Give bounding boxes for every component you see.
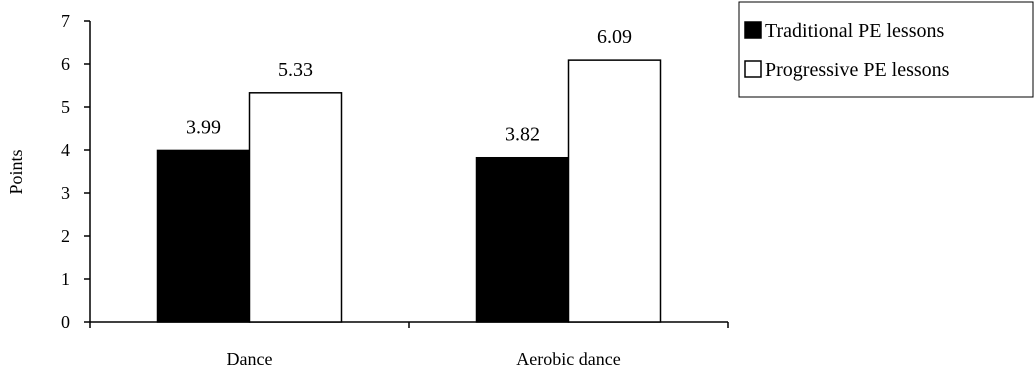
y-axis-title: Points — [6, 149, 26, 194]
y-tick-label: 1 — [61, 269, 70, 289]
legend-swatch — [744, 60, 762, 78]
category-label: Dance — [227, 349, 273, 369]
data-label: 3.99 — [186, 116, 221, 138]
data-label: 6.09 — [597, 26, 632, 48]
bars — [156, 59, 662, 323]
category-label: Aerobic dance — [516, 349, 620, 369]
category-labels: Dance Aerobic dance — [227, 349, 621, 369]
bar-progressive-0 — [248, 92, 343, 323]
data-label: 3.82 — [505, 124, 540, 146]
data-label: 5.33 — [278, 59, 313, 81]
y-tick-label: 5 — [61, 97, 70, 117]
y-tick-label: 0 — [61, 312, 70, 332]
y-tick-label: 4 — [61, 140, 70, 160]
y-tick-label: 3 — [61, 183, 70, 203]
y-tick-label: 7 — [61, 11, 70, 31]
y-tick-label: 6 — [61, 54, 70, 74]
bar-traditional-1 — [475, 156, 570, 323]
x-axis — [89, 321, 729, 328]
legend-label: Progressive PE lessons — [765, 59, 950, 81]
value-labels: 3.99 5.33 3.82 6.09 — [186, 26, 632, 146]
bar-progressive-1 — [567, 59, 662, 323]
legend-items: Traditional PE lessons Progressive PE les… — [744, 20, 950, 81]
legend-box — [738, 1, 1034, 98]
y-tick-label: 2 — [61, 226, 70, 246]
legend-label: Traditional PE lessons — [765, 20, 944, 42]
y-axis: 0 1 2 3 4 5 6 7 — [61, 11, 91, 332]
legend-swatch — [744, 21, 762, 39]
legend: Traditional PE lessons Progressive PE les… — [738, 1, 1034, 98]
bar-traditional-0 — [156, 149, 251, 323]
